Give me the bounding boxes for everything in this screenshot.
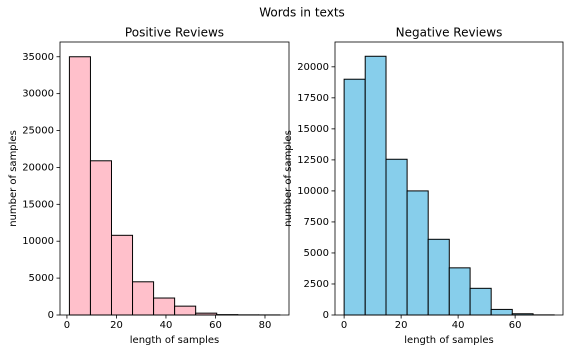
bar — [448, 267, 471, 316]
bar — [385, 158, 408, 316]
y-tick-label: 17500 — [297, 93, 329, 104]
y-axis-label: number of samples — [283, 130, 294, 227]
bar — [427, 238, 450, 316]
x-axis-label: length of samples — [404, 335, 493, 346]
x-axis-label: length of samples — [130, 335, 219, 346]
x-tick-label: 20 — [110, 320, 123, 331]
x-tick-label: 40 — [452, 320, 465, 331]
axes-frame — [59, 41, 290, 316]
axes-frame — [334, 41, 564, 316]
x-tick-label: 20 — [395, 320, 408, 331]
bar — [490, 308, 513, 316]
bar — [406, 190, 429, 316]
y-tick-label: 20000 — [297, 62, 329, 73]
bar — [469, 287, 492, 316]
y-tick-label: 35000 — [22, 52, 54, 63]
bar — [343, 78, 366, 316]
bar — [153, 297, 176, 316]
x-tick-label: 60 — [209, 320, 222, 331]
bar — [174, 305, 197, 316]
y-tick-label: 10000 — [22, 236, 54, 247]
bar — [132, 281, 155, 316]
y-tick-label: 2500 — [304, 279, 329, 290]
y-axis-label: number of samples — [8, 130, 19, 227]
x-tick-label: 0 — [64, 320, 70, 331]
y-tick-label: 25000 — [22, 126, 54, 137]
x-tick-label: 0 — [341, 320, 347, 331]
axes-title: Negative Reviews — [396, 26, 503, 40]
y-tick-label: 10000 — [297, 186, 329, 197]
x-tick-label: 80 — [259, 320, 272, 331]
y-tick-label: 5000 — [304, 248, 329, 259]
y-tick-label: 20000 — [22, 162, 54, 173]
bar — [89, 160, 112, 316]
y-tick-label: 15000 — [22, 199, 54, 210]
y-tick-label: 30000 — [22, 89, 54, 100]
figure-title: Words in texts — [259, 6, 345, 20]
y-tick-label: 7500 — [304, 217, 329, 228]
y-tick-label: 0 — [323, 310, 329, 321]
y-tick-label: 0 — [48, 310, 54, 321]
y-tick-label: 5000 — [29, 273, 54, 284]
bar — [364, 55, 387, 316]
bar — [68, 56, 91, 316]
x-tick-label: 40 — [160, 320, 173, 331]
axes-title: Positive Reviews — [125, 26, 224, 40]
x-tick-label: 60 — [509, 320, 522, 331]
y-tick-label: 12500 — [297, 155, 329, 166]
bar — [110, 234, 134, 316]
y-tick-label: 15000 — [297, 124, 329, 135]
